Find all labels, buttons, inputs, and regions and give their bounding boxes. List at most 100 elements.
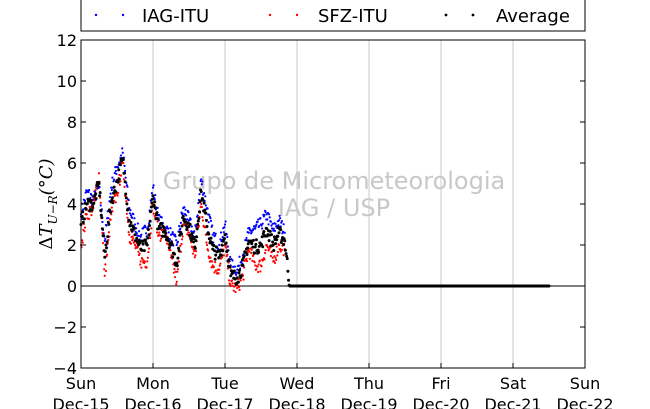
- data-point: [180, 242, 183, 246]
- data-point: [146, 227, 150, 231]
- data-point: [260, 265, 263, 268]
- data-point: [277, 224, 280, 227]
- data-point: [270, 227, 274, 230]
- data-point: [113, 199, 116, 202]
- series-layer: [79, 147, 551, 294]
- data-point: [201, 180, 204, 183]
- data-point: [222, 231, 225, 234]
- legend-frame: [80, 0, 586, 32]
- data-point: [153, 206, 157, 210]
- x-tick-label-date: Dec-16: [124, 395, 181, 409]
- data-point: [260, 224, 263, 227]
- data-point: [203, 192, 206, 195]
- data-point: [262, 229, 266, 233]
- data-point: [118, 173, 121, 177]
- data-point: [219, 231, 223, 234]
- data-point: [126, 207, 130, 211]
- data-point: [279, 217, 282, 220]
- data-point: [282, 254, 285, 257]
- data-point: [158, 226, 162, 230]
- data-point: [238, 268, 242, 272]
- data-point: [152, 203, 156, 207]
- data-point: [237, 271, 241, 275]
- data-point: [239, 274, 243, 278]
- data-point: [189, 238, 193, 242]
- data-point: [272, 229, 275, 232]
- data-point: [190, 225, 193, 228]
- data-point: [85, 213, 88, 216]
- data-point: [235, 276, 239, 280]
- data-point: [253, 245, 257, 249]
- data-point: [105, 224, 108, 227]
- data-point: [284, 252, 288, 256]
- data-point: [94, 189, 97, 192]
- data-point: [123, 180, 127, 184]
- data-point: [117, 166, 120, 169]
- data-point: [158, 231, 161, 234]
- y-axis-label-unit: (°C): [36, 158, 57, 195]
- data-point: [188, 222, 192, 226]
- data-point: [176, 240, 180, 244]
- data-point: [175, 280, 178, 283]
- data-point: [132, 241, 135, 244]
- data-point: [200, 183, 203, 186]
- data-point: [236, 280, 240, 284]
- data-point: [122, 178, 126, 181]
- data-point: [149, 236, 152, 240]
- data-point: [274, 256, 277, 260]
- data-point: [222, 254, 225, 257]
- data-point: [111, 201, 115, 205]
- x-tick-label-date: Dec-21: [484, 395, 541, 409]
- data-point: [139, 260, 142, 263]
- data-point: [103, 268, 106, 271]
- data-point: [214, 253, 218, 257]
- data-point: [215, 269, 218, 272]
- data-point: [228, 265, 232, 269]
- data-point: [190, 230, 193, 233]
- data-point: [283, 231, 286, 234]
- data-point: [122, 161, 125, 165]
- data-point: [250, 248, 253, 251]
- data-point: [121, 151, 124, 154]
- data-point: [92, 196, 95, 200]
- data-point: [197, 202, 200, 205]
- x-tick-label-weekday: Mon: [136, 374, 170, 393]
- data-point: [85, 202, 89, 206]
- data-point: [245, 252, 249, 256]
- data-point: [187, 210, 190, 214]
- data-point: [178, 260, 181, 263]
- data-point: [229, 284, 232, 288]
- data-point: [155, 231, 159, 234]
- data-point: [128, 223, 132, 227]
- data-point: [204, 218, 208, 222]
- data-point: [102, 234, 106, 238]
- data-point: [114, 169, 117, 173]
- data-point: [121, 147, 124, 150]
- x-tick-label-weekday: Sun: [570, 374, 600, 393]
- data-point: [153, 200, 157, 204]
- data-point: [245, 257, 248, 260]
- data-point: [211, 224, 214, 227]
- data-point: [212, 265, 216, 268]
- watermark-line2: IAG / USP: [278, 194, 390, 222]
- data-point: [99, 209, 103, 213]
- data-point: [271, 222, 274, 225]
- data-point: [101, 220, 104, 224]
- data-point: [181, 212, 184, 215]
- data-point: [236, 286, 239, 290]
- data-point: [259, 270, 262, 273]
- data-point: [91, 205, 95, 209]
- data-point: [248, 257, 252, 261]
- data-point: [268, 213, 271, 216]
- data-point: [264, 211, 267, 214]
- data-point: [204, 211, 208, 215]
- data-point: [277, 243, 281, 247]
- data-point: [99, 213, 103, 217]
- data-point: [205, 241, 208, 244]
- data-point: [207, 221, 210, 224]
- data-point: [237, 286, 241, 289]
- x-tick-label-weekday: Sun: [66, 374, 96, 393]
- data-point: [231, 282, 234, 285]
- data-point: [107, 222, 111, 226]
- data-point: [84, 207, 88, 211]
